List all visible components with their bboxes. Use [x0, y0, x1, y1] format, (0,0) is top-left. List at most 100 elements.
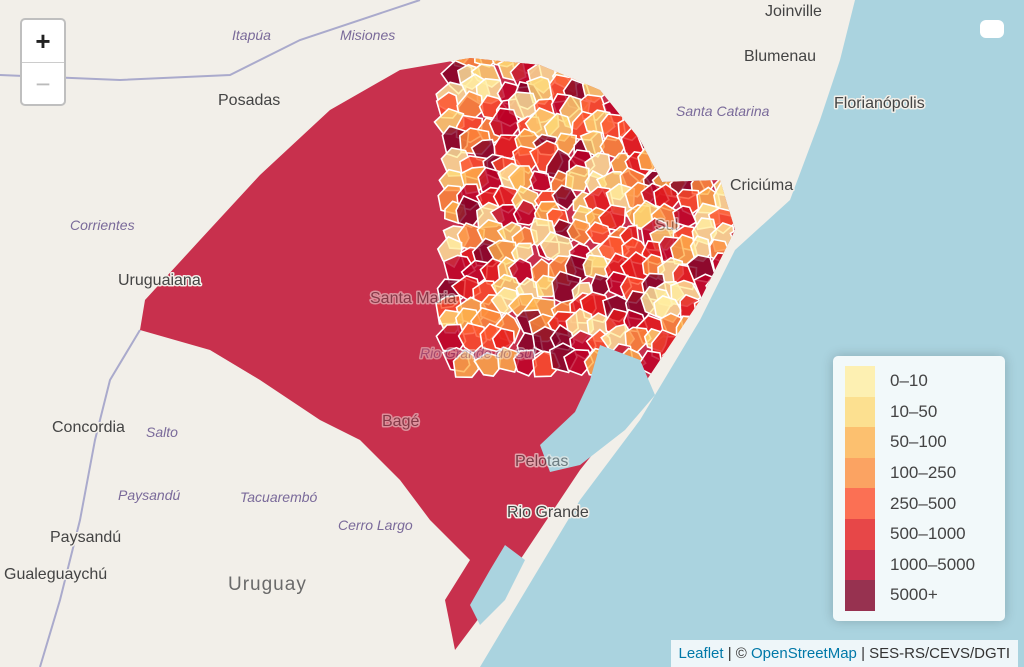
attribution-link[interactable]: OpenStreetMap	[751, 645, 857, 662]
city-label: Criciúma	[730, 177, 793, 194]
municipality	[734, 206, 735, 236]
legend-item: 250–500	[845, 488, 993, 519]
municipality	[529, 170, 553, 193]
border-river	[0, 0, 421, 667]
legend-swatch	[845, 366, 875, 397]
municipality	[452, 349, 480, 379]
city-label: Concordia	[52, 419, 125, 436]
legend-label: 10–50	[890, 401, 938, 421]
legend-swatch	[845, 518, 875, 550]
region-label: Cerro Largo	[338, 517, 413, 533]
municipality	[692, 149, 722, 177]
municipality	[595, 58, 626, 83]
municipality	[633, 109, 665, 142]
region-label: Santa Catarina	[676, 103, 770, 119]
municipality	[708, 136, 735, 165]
city-label: Posadas	[218, 92, 280, 109]
attribution-text: | SES-RS/CEVS/DGTI	[856, 645, 1010, 662]
zoom-in[interactable]: +	[35, 26, 51, 56]
municipality	[558, 58, 594, 70]
region-label: Rio Grande do Sul	[420, 345, 536, 361]
municipality	[457, 322, 488, 355]
municipality	[642, 58, 670, 71]
legend-item: 0–10	[845, 366, 993, 397]
legend-item: 100–250	[845, 457, 993, 489]
legend-label: 1000–5000	[890, 554, 976, 574]
zoom-out[interactable]: −	[22, 62, 64, 105]
region-label: Tacuarembó	[240, 489, 318, 505]
municipality	[579, 58, 611, 67]
municipality	[728, 126, 735, 154]
region-label: Salto	[146, 424, 178, 440]
city-label: Pelotas	[515, 453, 568, 470]
municipality	[708, 58, 735, 85]
city-label: Blumenau	[744, 48, 816, 65]
municipality	[512, 349, 538, 377]
region-label: Misiones	[340, 27, 395, 43]
municipality	[634, 58, 664, 87]
municipality	[551, 58, 580, 72]
legend-swatch	[845, 580, 875, 611]
municipality	[695, 131, 727, 158]
municipality	[551, 184, 578, 211]
city-label: Uruguaiana	[118, 272, 201, 289]
municipality	[678, 58, 706, 63]
legend-swatch	[845, 488, 875, 519]
legend-item: 1000–5000	[845, 549, 993, 581]
legend-label: 100–250	[890, 463, 957, 483]
city-label: Gualeguaychú	[4, 566, 107, 583]
municipality	[616, 87, 653, 120]
municipality	[619, 58, 647, 76]
municipality	[689, 78, 718, 106]
city-label: Joinville	[765, 3, 822, 20]
municipality	[713, 76, 735, 100]
region-label: Paysandú	[118, 487, 180, 503]
city-label: Paysandú	[50, 529, 121, 546]
municipality	[731, 74, 735, 103]
municipality	[604, 58, 635, 77]
municipality	[677, 58, 707, 88]
legend-item: 5000+	[845, 580, 993, 611]
municipality	[693, 62, 722, 93]
region-label: Corrientes	[70, 217, 135, 233]
legend-label: 500–1000	[890, 524, 966, 544]
city-label: Santa Maria	[370, 290, 456, 307]
region-label: Itapúa	[232, 27, 271, 43]
city-label: Sul	[655, 217, 678, 234]
layer-toggle[interactable]	[980, 20, 1004, 38]
municipality	[616, 72, 642, 100]
municipality	[659, 58, 685, 66]
attribution: Leaflet | © OpenStreetMap | SES-RS/CEVS/…	[670, 640, 1018, 667]
municipality	[659, 149, 689, 177]
city-label: Rio Grande	[507, 504, 589, 521]
municipality	[653, 58, 682, 95]
municipality	[635, 76, 668, 107]
legend-item: 500–1000	[845, 518, 993, 550]
legend-swatch	[845, 427, 875, 458]
lagoon	[470, 345, 655, 625]
city-label: Bagé	[382, 413, 419, 430]
municipality	[708, 58, 733, 64]
municipality	[603, 77, 628, 105]
zoom-control: + −	[20, 18, 66, 106]
municipality	[655, 122, 687, 153]
legend-item: 50–100	[845, 427, 993, 458]
municipality	[686, 58, 722, 71]
country-label: Uruguay	[228, 574, 307, 595]
legend: 0–10 10–50 50–100 100–250 250–500 500–1000 100…	[833, 356, 1005, 621]
legend-swatch	[845, 396, 875, 428]
attribution-link[interactable]: Leaflet	[678, 645, 724, 662]
municipality	[729, 224, 735, 253]
legend-swatch	[845, 457, 875, 489]
municipality	[623, 61, 650, 90]
city-label: Florianópolis	[834, 95, 925, 112]
legend-swatch	[845, 549, 875, 581]
municipality	[563, 348, 595, 377]
attribution-text: | ©	[723, 645, 751, 662]
municipality	[534, 58, 563, 64]
legend-label: 0–10	[890, 371, 928, 391]
legend-item: 10–50	[845, 396, 993, 428]
municipality	[727, 150, 735, 175]
municipality	[634, 96, 665, 128]
